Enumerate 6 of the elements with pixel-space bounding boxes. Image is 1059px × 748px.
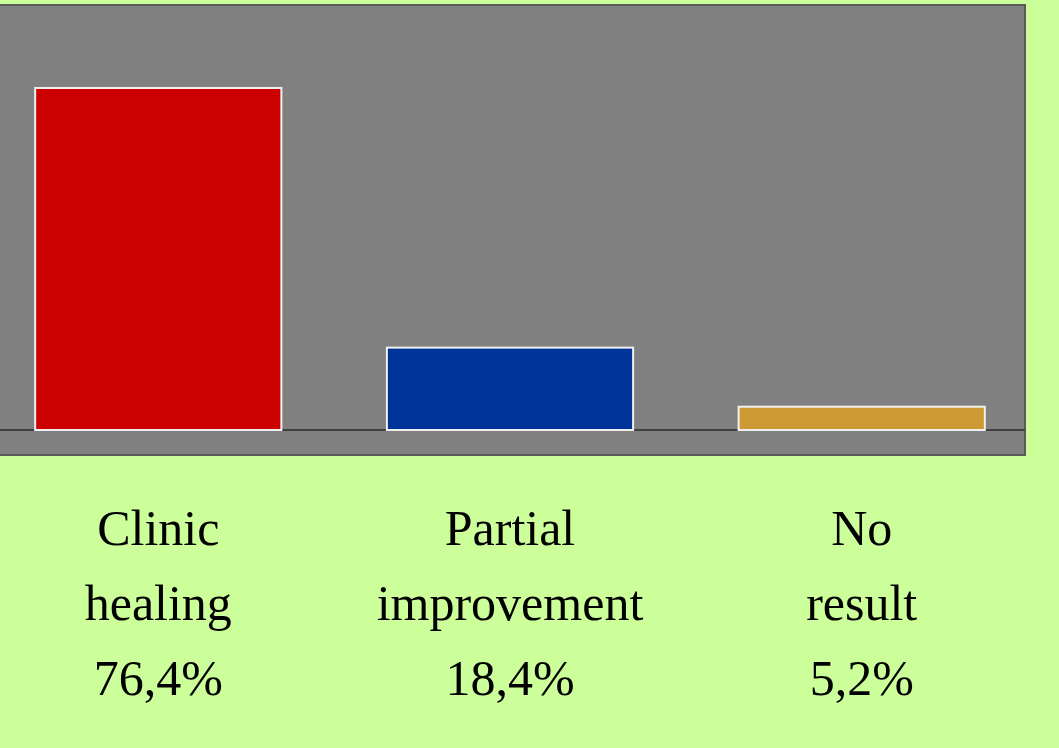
x-tick-label: Clinic healing [84, 500, 232, 631]
data-label: 5,2% [809, 650, 914, 706]
x-tick-label: Partial improvement [376, 500, 644, 631]
x-tick-label: No result [806, 500, 918, 631]
data-label: 76,4% [93, 650, 223, 706]
data-label: 18,4% [445, 650, 575, 706]
